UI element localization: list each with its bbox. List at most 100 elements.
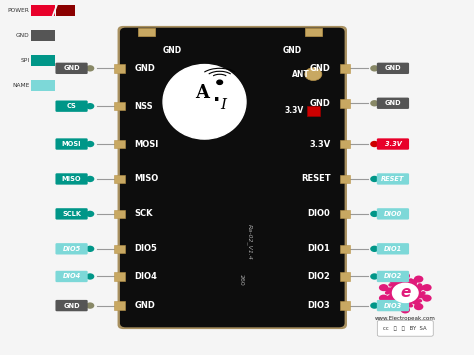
Circle shape — [86, 246, 94, 252]
Bar — [305, 28, 322, 36]
Text: DIO4: DIO4 — [134, 272, 157, 281]
FancyBboxPatch shape — [377, 271, 409, 282]
Circle shape — [370, 176, 379, 182]
Circle shape — [388, 299, 393, 302]
Bar — [114, 301, 125, 310]
Circle shape — [86, 141, 94, 147]
Text: DIO2: DIO2 — [308, 272, 330, 281]
Text: cc   ⓘ   Ⓢ   BY  SA: cc ⓘ Ⓢ BY SA — [383, 326, 427, 331]
Circle shape — [370, 65, 379, 72]
Circle shape — [370, 246, 379, 252]
Text: GND: GND — [310, 99, 330, 108]
Circle shape — [401, 272, 410, 279]
Bar — [340, 175, 350, 183]
Circle shape — [217, 80, 223, 84]
FancyBboxPatch shape — [120, 28, 345, 327]
Text: MISO: MISO — [62, 176, 82, 182]
FancyBboxPatch shape — [377, 138, 409, 150]
FancyBboxPatch shape — [55, 271, 88, 282]
Text: ANT: ANT — [292, 70, 310, 79]
Bar — [340, 64, 350, 73]
Bar — [340, 99, 350, 108]
Circle shape — [379, 295, 388, 302]
Text: DIO0: DIO0 — [384, 211, 402, 217]
Bar — [340, 301, 350, 310]
Circle shape — [414, 303, 423, 310]
Circle shape — [379, 284, 388, 291]
Text: SCK: SCK — [134, 209, 153, 218]
Circle shape — [397, 278, 402, 282]
Bar — [114, 209, 125, 218]
Text: 3.3V: 3.3V — [309, 140, 330, 148]
Text: GND: GND — [63, 302, 80, 308]
Circle shape — [409, 304, 413, 307]
Bar — [114, 272, 125, 281]
Circle shape — [86, 273, 94, 280]
Circle shape — [422, 295, 432, 302]
Text: GND: GND — [163, 47, 182, 55]
Text: 260: 260 — [238, 273, 243, 285]
Bar — [31, 5, 55, 16]
FancyBboxPatch shape — [55, 62, 88, 74]
Circle shape — [370, 100, 379, 106]
Circle shape — [370, 141, 379, 147]
Text: Ra-02_V1.4: Ra-02_V1.4 — [246, 224, 252, 260]
Text: GND: GND — [16, 33, 29, 38]
Text: DIO1: DIO1 — [384, 246, 402, 252]
Circle shape — [370, 302, 379, 309]
Circle shape — [385, 291, 390, 295]
FancyBboxPatch shape — [377, 321, 433, 336]
Bar — [340, 209, 350, 218]
Circle shape — [370, 211, 379, 217]
Circle shape — [397, 304, 402, 307]
Circle shape — [387, 275, 397, 283]
Text: DIO5: DIO5 — [134, 244, 157, 253]
FancyBboxPatch shape — [55, 243, 88, 255]
Text: GND: GND — [63, 65, 80, 71]
Text: DIO4: DIO4 — [63, 273, 81, 279]
FancyBboxPatch shape — [377, 243, 409, 255]
Text: 3.3V: 3.3V — [384, 141, 401, 147]
Circle shape — [86, 176, 94, 182]
Polygon shape — [383, 276, 428, 310]
Circle shape — [86, 302, 94, 309]
Text: RESET: RESET — [301, 174, 330, 184]
Bar — [307, 105, 320, 115]
Text: GND: GND — [384, 100, 401, 106]
Bar — [114, 64, 125, 73]
Text: MOSI: MOSI — [62, 141, 82, 147]
Circle shape — [86, 65, 94, 72]
Circle shape — [422, 284, 432, 291]
Circle shape — [370, 273, 379, 280]
Text: CS: CS — [67, 103, 76, 109]
Text: 3.3V: 3.3V — [284, 106, 304, 115]
Text: MISO: MISO — [134, 174, 158, 184]
Text: GND: GND — [310, 64, 330, 73]
Text: SCLK: SCLK — [62, 211, 81, 217]
Text: MOSI: MOSI — [134, 140, 158, 148]
Text: .: . — [213, 86, 220, 105]
Circle shape — [414, 275, 423, 283]
FancyBboxPatch shape — [55, 208, 88, 219]
FancyBboxPatch shape — [377, 300, 409, 311]
Text: DIO3: DIO3 — [384, 302, 402, 308]
FancyBboxPatch shape — [118, 26, 347, 329]
Text: DIO5: DIO5 — [63, 246, 81, 252]
Text: NAME: NAME — [12, 83, 29, 88]
Text: DIO3: DIO3 — [308, 301, 330, 310]
Circle shape — [418, 283, 422, 287]
Circle shape — [387, 303, 397, 310]
Text: GND: GND — [384, 65, 401, 71]
Circle shape — [401, 306, 410, 313]
Bar — [31, 80, 55, 91]
Circle shape — [409, 278, 413, 282]
FancyBboxPatch shape — [55, 138, 88, 150]
FancyBboxPatch shape — [55, 100, 88, 112]
Bar — [340, 245, 350, 253]
FancyBboxPatch shape — [377, 98, 409, 109]
Bar — [31, 55, 55, 66]
Text: NSS: NSS — [134, 102, 153, 111]
Bar — [340, 272, 350, 281]
Bar — [114, 175, 125, 183]
Text: e: e — [400, 285, 410, 300]
